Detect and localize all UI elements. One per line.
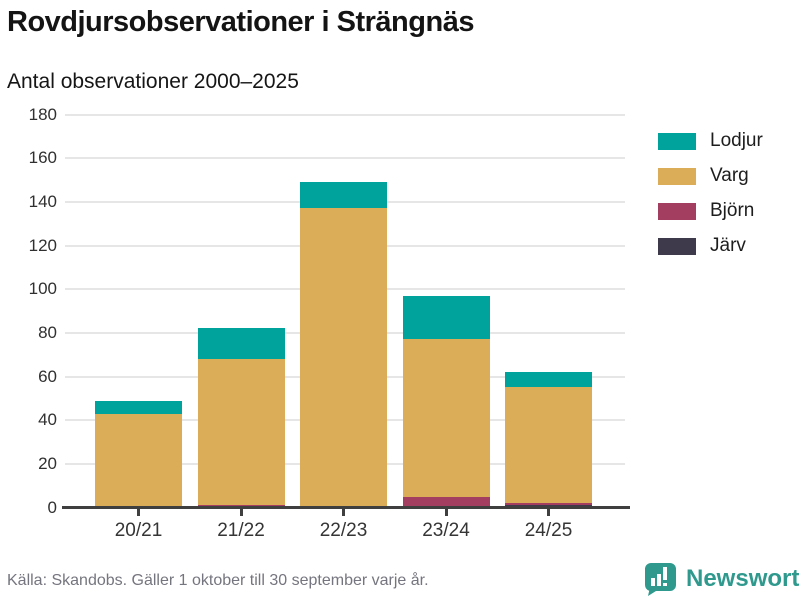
y-tick-label: 100 (28, 279, 57, 299)
bar-segment-lodjur-22-23 (300, 182, 387, 209)
legend-item-varg: Varg (658, 165, 763, 187)
x-tick (137, 509, 140, 516)
legend-swatch (658, 167, 696, 185)
x-axis-line (62, 506, 630, 509)
x-tick-label: 24/25 (524, 520, 573, 541)
chart-legend: Lodjur Varg Björn Järv (658, 130, 763, 270)
legend-item-björn: Björn (658, 200, 763, 222)
bar-segment-varg-20-21 (95, 413, 182, 508)
x-tick-label: 23/24 (422, 520, 470, 541)
bar-segment-lodjur-24-25 (505, 372, 592, 388)
bar-segment-varg-21-22 (197, 359, 285, 506)
y-tick-label: 120 (28, 235, 57, 255)
y-tick-label: 20 (38, 453, 57, 473)
legend-swatch (658, 132, 696, 150)
legend-label: Lodjur (710, 130, 763, 151)
y-tick-label: 160 (28, 148, 57, 168)
bar-segment-varg-24-25 (505, 387, 592, 504)
newsworthy-bubble-icon (645, 563, 676, 596)
newsworthy-wordmark: Newsworthy (686, 565, 800, 592)
bar-segment-varg-23-24 (402, 339, 490, 497)
bar-segment-lodjur-20-21 (95, 400, 182, 414)
x-tick (444, 509, 448, 516)
bar-segment-björn-24-25 (505, 503, 592, 506)
y-tick-label: 0 (47, 497, 57, 517)
x-tick-label: 20/21 (114, 520, 163, 541)
bar-segment-björn-23-24 (402, 496, 490, 508)
legend-label: Björn (710, 200, 755, 221)
bar-segment-varg-22-23 (300, 208, 387, 508)
legend-label: Varg (710, 165, 749, 186)
legend-label: Järv (710, 235, 746, 256)
x-tick-label: 21/22 (217, 520, 265, 541)
gridline (65, 157, 625, 160)
y-tick-label: 60 (38, 366, 57, 386)
x-tick (239, 509, 243, 516)
bar-segment-lodjur-21-22 (197, 328, 285, 360)
x-tick (342, 509, 345, 516)
legend-item-järv: Järv (658, 235, 763, 257)
y-tick-label: 140 (28, 191, 57, 211)
y-tick-label: 180 (28, 104, 57, 124)
x-tick-label: 22/23 (319, 520, 368, 541)
y-tick-label: 80 (38, 322, 57, 342)
legend-swatch (658, 202, 696, 220)
newsworthy-logo[interactable]: Newsworthy (642, 561, 800, 597)
gridline (65, 113, 625, 116)
bar-segment-lodjur-23-24 (402, 295, 490, 340)
y-tick-label: 40 (38, 410, 57, 430)
x-tick (547, 509, 550, 516)
chart-subtitle: Antal observationer 2000–2025 (7, 70, 299, 93)
source-note: Källa: Skandobs. Gäller 1 oktober till 3… (7, 572, 429, 589)
legend-item-lodjur: Lodjur (658, 130, 763, 152)
legend-swatch (658, 237, 696, 255)
page-title: Rovdjursobservationer i Strängnäs (7, 6, 474, 38)
